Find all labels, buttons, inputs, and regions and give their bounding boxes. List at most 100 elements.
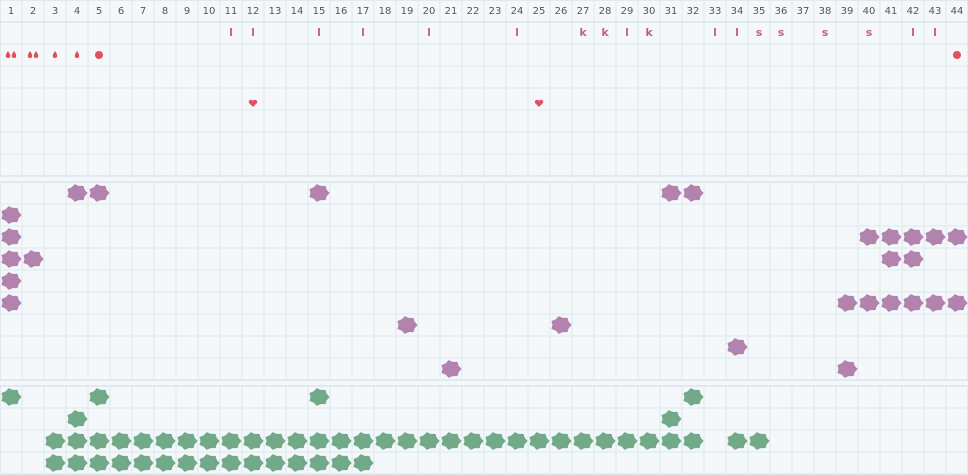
day-number: 18 bbox=[379, 6, 392, 17]
purple-blob bbox=[309, 184, 330, 202]
day-number: 29 bbox=[621, 6, 634, 17]
purple-blob bbox=[859, 228, 880, 246]
purple-blob bbox=[683, 184, 704, 202]
day-number: 26 bbox=[555, 6, 568, 17]
green-blob bbox=[507, 432, 528, 450]
heart-icon bbox=[534, 99, 544, 107]
day-number: 33 bbox=[709, 6, 722, 17]
purple-blob bbox=[859, 294, 880, 312]
letter-mark: k bbox=[601, 26, 609, 39]
green-blob bbox=[441, 432, 462, 450]
green-blob bbox=[243, 432, 264, 450]
green-blob bbox=[617, 432, 638, 450]
green-blob bbox=[45, 432, 66, 450]
green-blob bbox=[243, 454, 264, 472]
letter-mark: l bbox=[933, 26, 937, 39]
heart-icon bbox=[248, 99, 258, 107]
purple-blob bbox=[441, 360, 462, 378]
day-number: 23 bbox=[489, 6, 502, 17]
day-number: 12 bbox=[247, 6, 260, 17]
green-blob bbox=[111, 454, 132, 472]
purple-blob bbox=[1, 228, 22, 246]
letter-mark: l bbox=[251, 26, 255, 39]
purple-blob bbox=[903, 294, 924, 312]
day-number: 13 bbox=[269, 6, 282, 17]
day-number: 38 bbox=[819, 6, 832, 17]
green-blob bbox=[419, 432, 440, 450]
letter-mark: k bbox=[579, 26, 587, 39]
day-number: 11 bbox=[225, 6, 238, 17]
day-number: 40 bbox=[863, 6, 876, 17]
purple-blob bbox=[881, 228, 902, 246]
purple-blob bbox=[551, 316, 572, 334]
green-blob bbox=[595, 432, 616, 450]
purple-blob bbox=[947, 228, 968, 246]
day-number: 41 bbox=[885, 6, 898, 17]
green-blob bbox=[67, 432, 88, 450]
letter-mark: l bbox=[229, 26, 233, 39]
purple-blob bbox=[881, 250, 902, 268]
drop-icon bbox=[27, 51, 39, 58]
green-blob bbox=[309, 388, 330, 406]
green-blob bbox=[155, 432, 176, 450]
green-blob bbox=[485, 432, 506, 450]
green-blob bbox=[67, 454, 88, 472]
green-blob bbox=[199, 454, 220, 472]
drop-icon bbox=[74, 51, 80, 58]
green-blob bbox=[375, 432, 396, 450]
green-blob bbox=[309, 432, 330, 450]
letter-mark: l bbox=[317, 26, 321, 39]
day-number: 3 bbox=[52, 6, 58, 17]
day-number: 30 bbox=[643, 6, 656, 17]
letter-mark: k bbox=[645, 26, 653, 39]
day-number: 27 bbox=[577, 6, 590, 17]
purple-blob bbox=[925, 228, 946, 246]
green-blob bbox=[221, 454, 242, 472]
day-number: 31 bbox=[665, 6, 678, 17]
green-blob bbox=[353, 454, 374, 472]
green-blob bbox=[573, 432, 594, 450]
letter-mark: l bbox=[625, 26, 629, 39]
day-number: 15 bbox=[313, 6, 326, 17]
day-number: 22 bbox=[467, 6, 480, 17]
day-number: 24 bbox=[511, 6, 524, 17]
green-blob bbox=[727, 432, 748, 450]
day-number: 17 bbox=[357, 6, 370, 17]
green-blob bbox=[639, 432, 660, 450]
day-number: 14 bbox=[291, 6, 304, 17]
purple-blob bbox=[947, 294, 968, 312]
purple-blob bbox=[67, 184, 88, 202]
green-blob bbox=[331, 454, 352, 472]
green-blob bbox=[199, 432, 220, 450]
green-blob bbox=[749, 432, 770, 450]
dot-icon bbox=[953, 51, 961, 59]
green-blob bbox=[45, 454, 66, 472]
letter-mark: l bbox=[911, 26, 915, 39]
purple-blob bbox=[903, 250, 924, 268]
letter-mark: l bbox=[361, 26, 365, 39]
day-number: 32 bbox=[687, 6, 700, 17]
day-number: 21 bbox=[445, 6, 458, 17]
day-number: 35 bbox=[753, 6, 766, 17]
green-blob bbox=[89, 388, 110, 406]
day-number: 19 bbox=[401, 6, 414, 17]
dot-icon bbox=[95, 51, 103, 59]
day-number: 7 bbox=[140, 6, 146, 17]
drop-icon bbox=[5, 51, 17, 58]
green-blob bbox=[133, 432, 154, 450]
green-blob bbox=[89, 454, 110, 472]
purple-blob bbox=[89, 184, 110, 202]
day-number: 39 bbox=[841, 6, 854, 17]
green-blob bbox=[67, 410, 88, 428]
green-blob bbox=[1, 388, 22, 406]
green-blob bbox=[221, 432, 242, 450]
day-number: 4 bbox=[74, 6, 80, 17]
letter-mark: s bbox=[866, 26, 873, 39]
green-blob bbox=[353, 432, 374, 450]
green-blob bbox=[309, 454, 330, 472]
green-blob bbox=[397, 432, 418, 450]
green-blob bbox=[155, 454, 176, 472]
green-blob bbox=[265, 454, 286, 472]
purple-blob bbox=[23, 250, 44, 268]
drop-icon bbox=[52, 51, 58, 58]
